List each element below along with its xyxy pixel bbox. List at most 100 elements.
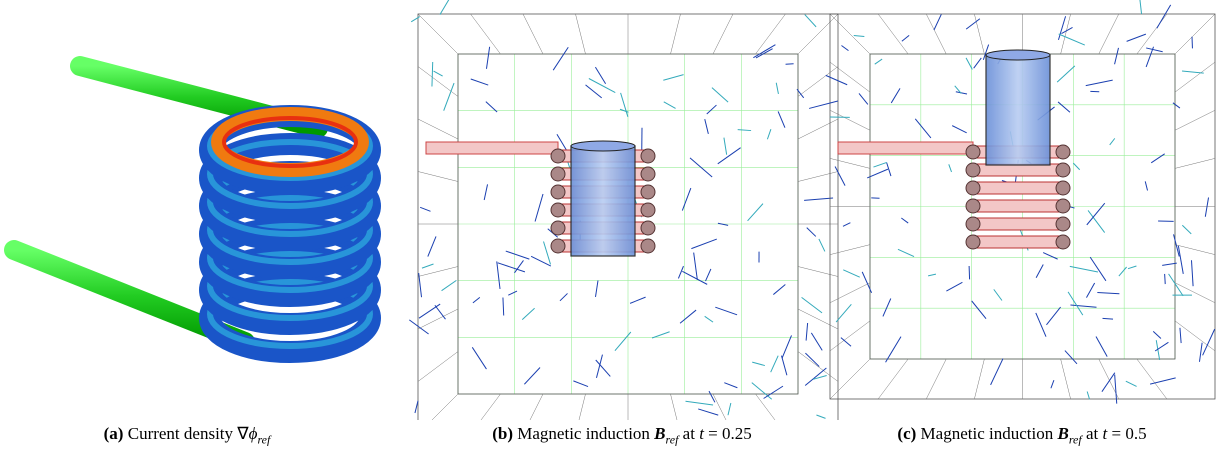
field-arrow	[524, 367, 540, 384]
coil-turn	[973, 182, 1063, 194]
field-arrow	[804, 198, 833, 200]
field-arrow	[698, 409, 718, 415]
coil-end	[551, 167, 565, 181]
field-arrow	[902, 35, 909, 41]
field-arrow	[891, 88, 900, 103]
value: = 0.25	[708, 424, 752, 443]
field-arrow	[1151, 154, 1164, 163]
field-arrow	[432, 62, 433, 87]
coil-end	[1056, 181, 1070, 195]
field-arrow	[1169, 274, 1184, 296]
field-arrow	[615, 332, 631, 351]
field-arrow	[1119, 267, 1127, 276]
wire	[926, 359, 946, 399]
field-arrow	[621, 93, 628, 117]
field-arrow	[1068, 292, 1083, 315]
coil-end	[641, 239, 655, 253]
field-arrow	[419, 304, 440, 318]
field-arrow	[409, 320, 428, 334]
field-arrow	[952, 126, 966, 133]
field-arrow	[994, 289, 1002, 300]
field-arrow	[1127, 34, 1146, 41]
field-arrow	[682, 271, 707, 284]
wire	[523, 14, 543, 54]
coil-end	[966, 145, 980, 159]
field-arrow	[934, 14, 941, 30]
field-arrow	[718, 223, 728, 225]
coil-end	[966, 199, 980, 213]
field-arrow	[422, 264, 434, 268]
subscript: ref	[666, 432, 679, 446]
coil-end	[551, 203, 565, 217]
field-arrow	[816, 415, 825, 418]
field-arrow	[1180, 328, 1181, 343]
field-arrow	[573, 381, 588, 387]
figure: (a) Current density ∇ϕref (b) Magnetic i…	[0, 0, 1219, 457]
field-arrow	[883, 298, 891, 316]
wire	[798, 172, 838, 182]
field-arrow	[826, 75, 847, 84]
field-arrow	[771, 356, 778, 372]
field-arrow	[1086, 283, 1094, 298]
field-arrow	[928, 274, 936, 276]
wire	[1175, 62, 1215, 92]
field-arrow	[778, 111, 785, 127]
symbol: ϕ	[249, 424, 258, 443]
field-arrow	[835, 167, 845, 186]
lead	[426, 142, 558, 154]
field-arrow	[709, 391, 715, 402]
wire	[1175, 110, 1215, 130]
field-arrow	[1173, 103, 1180, 108]
field-arrow	[1115, 48, 1119, 64]
field-arrow	[1058, 102, 1070, 112]
field-arrow	[1157, 5, 1171, 28]
field-arrow	[535, 194, 543, 221]
field-arrow	[428, 236, 436, 256]
field-arrow	[705, 269, 710, 281]
field-arrow	[915, 119, 931, 138]
caption: (a) Current density ∇ϕref	[104, 424, 271, 447]
coil-end	[966, 181, 980, 195]
wire	[974, 14, 984, 54]
wire	[418, 172, 458, 182]
field-arrow	[946, 282, 962, 291]
field-arrow	[1102, 373, 1115, 392]
field-arrow	[1150, 378, 1176, 384]
coil-end	[641, 203, 655, 217]
field-arrow	[949, 164, 952, 172]
field-arrow	[434, 71, 443, 76]
field-arrow	[694, 253, 698, 280]
field-arrow	[898, 249, 914, 256]
wire	[418, 14, 458, 54]
coil-end	[1056, 163, 1070, 177]
field-arrow	[1145, 181, 1147, 190]
wire	[926, 14, 946, 54]
subscript: ref	[257, 432, 270, 446]
coil-end	[551, 185, 565, 199]
wire	[671, 14, 681, 54]
wire	[1175, 245, 1215, 255]
value: = 0.5	[1111, 424, 1146, 443]
field-arrow	[1097, 293, 1119, 294]
field-arrow	[1065, 351, 1077, 364]
field-arrow	[497, 261, 500, 289]
field-arrow	[1046, 307, 1060, 325]
field-arrow	[1096, 337, 1107, 357]
field-arrow	[522, 308, 534, 319]
field-arrow	[972, 301, 986, 319]
field-arrow	[764, 386, 783, 398]
field-arrow	[553, 47, 568, 70]
field-arrow	[630, 297, 646, 303]
field-arrow	[1070, 305, 1096, 307]
wire	[418, 309, 458, 329]
field-arrow	[873, 162, 886, 167]
field-arrow	[843, 270, 860, 277]
field-arrow	[974, 58, 982, 68]
wire	[1099, 14, 1119, 54]
field-arrow	[1165, 274, 1166, 284]
workpiece	[986, 55, 1050, 165]
field-arrow	[595, 280, 598, 297]
wire	[1137, 359, 1167, 399]
field-arrow	[442, 280, 457, 290]
field-arrow	[805, 15, 816, 27]
